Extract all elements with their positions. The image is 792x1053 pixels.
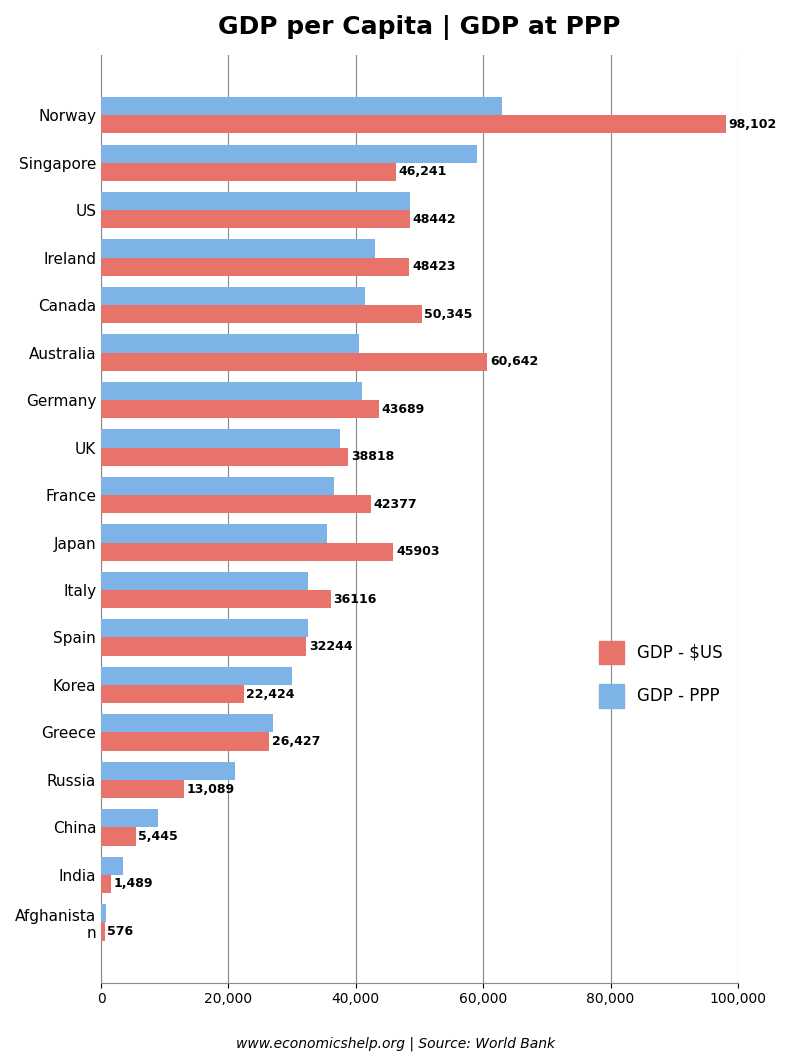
Bar [101, 258, 409, 276]
Text: 26,427: 26,427 [272, 735, 320, 748]
Bar [101, 115, 725, 133]
Bar [101, 905, 106, 922]
Text: 22,424: 22,424 [246, 688, 295, 700]
Bar [101, 448, 348, 465]
Text: 13,089: 13,089 [187, 782, 235, 795]
Bar [101, 400, 379, 418]
Text: 50,345: 50,345 [425, 307, 473, 320]
Bar [101, 572, 308, 590]
Text: 98,102: 98,102 [729, 118, 777, 131]
Text: 36116: 36116 [333, 593, 377, 605]
Text: 48442: 48442 [412, 213, 455, 225]
Text: 42377: 42377 [374, 497, 417, 511]
Text: 48423: 48423 [412, 260, 455, 273]
Bar [101, 857, 124, 875]
Bar [101, 305, 421, 323]
Bar [101, 619, 308, 637]
Bar [101, 875, 111, 893]
Text: 576: 576 [108, 925, 133, 938]
Text: 43689: 43689 [382, 402, 425, 416]
Bar [101, 495, 371, 513]
Text: 46,241: 46,241 [398, 165, 447, 178]
Bar [101, 144, 477, 162]
Bar [101, 667, 292, 686]
Text: 38818: 38818 [351, 450, 394, 463]
Bar [101, 239, 375, 258]
Bar [101, 922, 105, 940]
Text: 1,489: 1,489 [113, 877, 153, 891]
Title: GDP per Capita | GDP at PPP: GDP per Capita | GDP at PPP [219, 15, 621, 40]
Text: 45903: 45903 [396, 545, 440, 558]
Bar [101, 162, 395, 181]
Bar [101, 542, 394, 560]
Bar [101, 430, 340, 448]
Text: 60,642: 60,642 [489, 355, 538, 369]
Bar [101, 733, 269, 751]
Bar [101, 637, 307, 656]
Legend: GDP - $US, GDP - PPP: GDP - $US, GDP - PPP [592, 634, 729, 715]
Bar [101, 762, 235, 780]
Bar [101, 335, 359, 353]
Bar [101, 210, 409, 229]
Bar [101, 287, 365, 305]
Bar [101, 382, 362, 400]
Text: 5,445: 5,445 [139, 830, 178, 843]
Bar [101, 524, 327, 542]
Bar [101, 477, 333, 495]
Bar [101, 810, 158, 828]
Text: 32244: 32244 [309, 640, 352, 653]
Bar [101, 590, 331, 608]
Bar [101, 828, 135, 846]
Bar [101, 353, 487, 371]
Bar [101, 192, 410, 210]
Bar [101, 686, 244, 703]
Bar [101, 714, 273, 733]
Bar [101, 97, 502, 115]
Bar [101, 780, 185, 798]
Text: www.economicshelp.org | Source: World Bank: www.economicshelp.org | Source: World Ba… [237, 1037, 555, 1051]
